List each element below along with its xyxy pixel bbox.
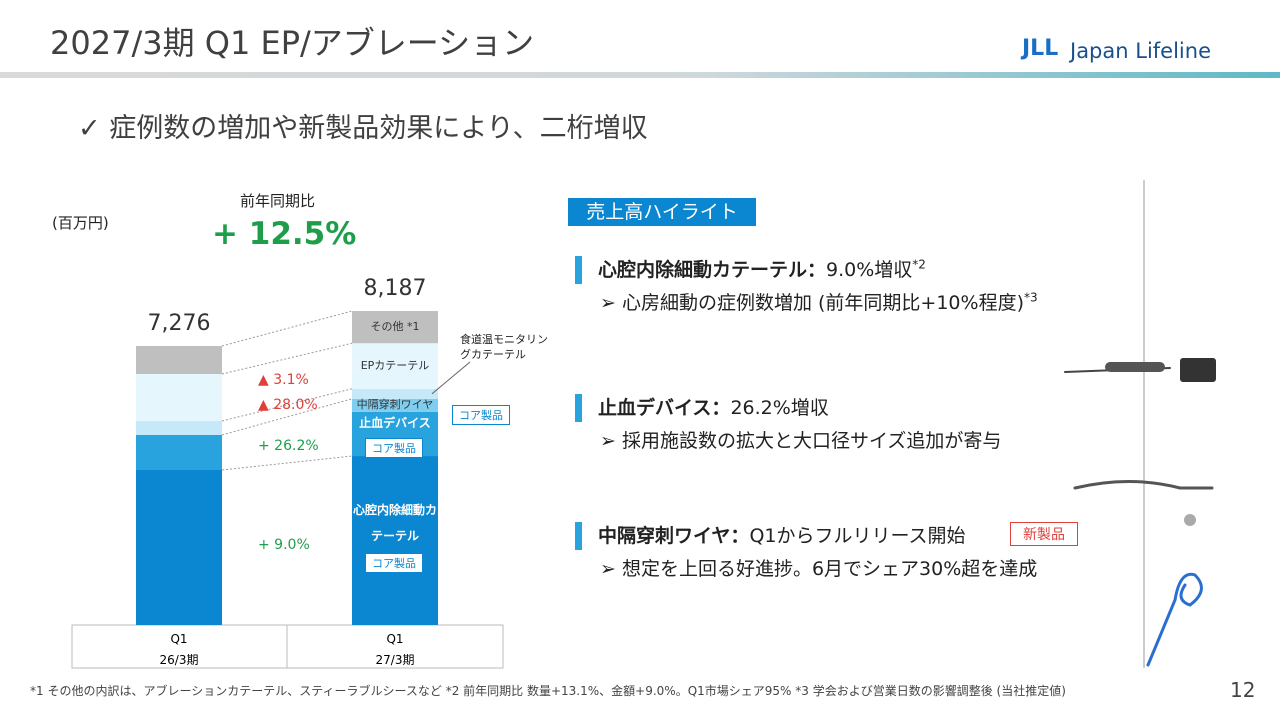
highlight-title: 心腔内除細動カテーテル： — [598, 259, 827, 281]
leader-line — [431, 361, 471, 395]
footnote: *1 その他の内訳は、アブレーションカテーテル、スティーラブルシースなど *2 … — [30, 684, 1066, 698]
highlight-bullet-text: 採用施設数の拡大と大口径サイズ追加が寄与 — [621, 430, 1002, 452]
highlight-bullet: ➢ 心房細動の症例数増加 (前年同期比+10%程度)*3 — [600, 288, 1038, 315]
series-tag: コア製品 — [452, 405, 510, 426]
highlight-marker — [575, 256, 582, 284]
bullet-arrow: ➢ — [600, 558, 622, 580]
bullet-arrow: ➢ — [600, 430, 622, 452]
highlight-note: *2 — [912, 257, 926, 272]
connector — [221, 342, 353, 375]
highlight-bullet-text: 心房細動の症例数増加 (前年同期比+10%程度) — [621, 292, 1024, 314]
bar-segment — [136, 373, 222, 421]
x-tick-label: Q1 — [170, 632, 187, 646]
header-band — [0, 72, 1280, 78]
series-label: 心腔内除細動カテーテル — [352, 502, 437, 543]
bar-segment — [136, 345, 222, 374]
product-image — [1064, 358, 1216, 667]
total-label: 8,187 — [364, 276, 427, 301]
growth-caption: 前年同期比 — [240, 192, 316, 210]
bar-segment — [136, 434, 222, 470]
series-tag: コア製品 — [365, 552, 423, 573]
connector — [221, 455, 353, 471]
unit: (百万円) — [52, 214, 109, 232]
series-label: その他 *1 — [370, 320, 420, 334]
highlight-title: 止血デバイス： — [598, 397, 731, 419]
bullet-arrow: ➢ — [600, 292, 622, 314]
series-label: EPカテーテル — [360, 359, 430, 372]
highlight-title: 中隔穿刺ワイヤ： — [598, 525, 750, 547]
highlight-line: 中隔穿刺ワイヤ：Q1からフルリリース開始 — [598, 521, 966, 548]
connector — [221, 398, 353, 436]
page-number: 12 — [1230, 678, 1256, 702]
slide-title: 2027/3期 Q1 EP/アブレーション — [50, 24, 535, 62]
series-label: 中隔穿刺ワイヤ — [356, 398, 434, 412]
bar-segment — [352, 311, 438, 344]
highlight-bullet: ➢ 想定を上回る好進捗。6月でシェア30%超を達成 — [600, 554, 1037, 581]
highlight-bullet-text: 想定を上回る好進捗。6月でシェア30%超を達成 — [621, 558, 1038, 580]
highlight-text: 26.2%増収 — [730, 397, 829, 419]
period-label: 26/3期 — [160, 653, 199, 667]
highlight-text: 9.0%増収 — [826, 259, 913, 281]
series-label: 止血デバイス — [359, 415, 431, 430]
growth-annotation: ▲ 3.1% — [258, 372, 309, 388]
bar-segment — [352, 398, 438, 412]
growth-annotation: + 26.2% — [258, 438, 319, 454]
bar-segment — [136, 469, 222, 625]
subtitle: ✓ 症例数の増加や新製品効果により、二桁増収 — [78, 113, 648, 144]
highlight-marker — [575, 522, 582, 550]
highlight-badge: 新製品 — [1010, 522, 1078, 546]
bar-segment — [352, 388, 438, 399]
bar-segment — [352, 343, 438, 389]
x-tick-label: Q1 — [386, 632, 403, 646]
highlight-line: 心腔内除細動カテーテル：9.0%増収*2 — [598, 255, 926, 282]
total-label: 7,276 — [148, 311, 211, 336]
highlight-marker — [575, 394, 582, 422]
highlight-text: Q1からフルリリース開始 — [749, 525, 966, 547]
highlight-line: 止血デバイス：26.2%増収 — [598, 393, 829, 420]
connector — [221, 310, 353, 347]
series-tag: コア製品 — [365, 437, 423, 458]
growth: + 12.5% — [212, 216, 357, 252]
highlight-heading: 売上高ハイライト — [568, 198, 756, 226]
bar-segment — [352, 456, 438, 625]
growth-annotation: + 9.0% — [258, 537, 310, 553]
bar-segment — [136, 420, 222, 435]
period-label: 27/3期 — [376, 653, 415, 667]
growth-annotation: ▲ 28.0% — [258, 397, 318, 413]
highlight-bullet: ➢ 採用施設数の拡大と大口径サイズ追加が寄与 — [600, 426, 1001, 453]
series-label: 食道温モニタリングカテーテル — [460, 333, 548, 361]
logo-mark: JLL — [1022, 36, 1059, 61]
highlight-bullet-note: *3 — [1024, 290, 1038, 305]
logo-text: Japan Lifeline — [1070, 39, 1211, 63]
